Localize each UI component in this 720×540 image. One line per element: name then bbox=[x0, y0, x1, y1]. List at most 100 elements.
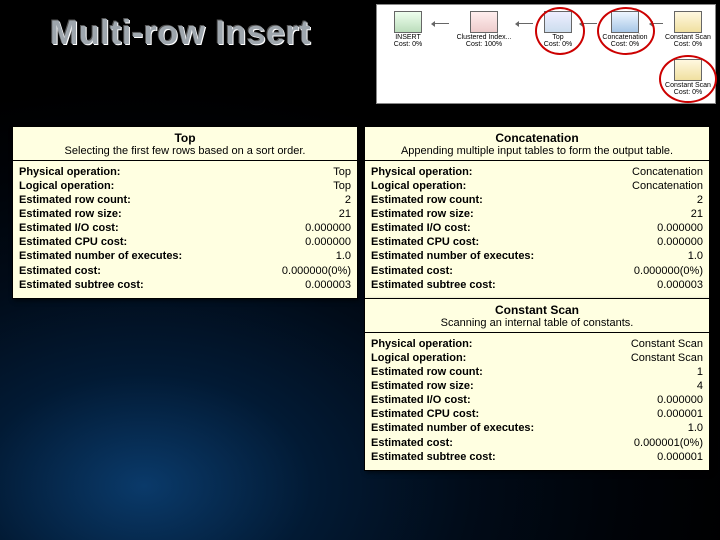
plan-node-label: Constant Scan bbox=[663, 34, 713, 41]
plan-arrow bbox=[519, 23, 533, 24]
slide-stage: Multi-row Insert INSERT Cost: 0% Cluster… bbox=[0, 0, 720, 540]
stat-value: 1.0 bbox=[336, 249, 351, 263]
tooltip-title: Top bbox=[19, 131, 351, 145]
stat-value: 2 bbox=[345, 193, 351, 207]
stat-value: 1 bbox=[697, 365, 703, 379]
constant-scan-icon bbox=[674, 11, 702, 33]
stat-value: 1.0 bbox=[688, 421, 703, 435]
query-plan-strip: INSERT Cost: 0% Clustered Index... Cost:… bbox=[376, 4, 716, 104]
stat-value: Top bbox=[333, 165, 351, 179]
stat-label: Estimated CPU cost: bbox=[371, 235, 479, 249]
tooltip-concatenation: Concatenation Appending multiple input t… bbox=[364, 126, 710, 299]
plan-node-constant-scan-1[interactable]: Constant Scan Cost: 0% bbox=[663, 11, 713, 49]
stat-label: Estimated number of executes: bbox=[19, 249, 182, 263]
tooltip-header: Concatenation Appending multiple input t… bbox=[365, 127, 709, 161]
stat-value: Top bbox=[333, 179, 351, 193]
stat-label: Estimated number of executes: bbox=[371, 421, 534, 435]
stat-label: Estimated row count: bbox=[371, 365, 483, 379]
stat-value: 0.000003 bbox=[657, 278, 703, 292]
tooltip-header: Top Selecting the first few rows based o… bbox=[13, 127, 357, 161]
stat-value: 0.000000 bbox=[657, 393, 703, 407]
stat-value: Concatenation bbox=[632, 165, 703, 179]
stat-value: 0.000000(0%) bbox=[634, 264, 703, 278]
stat-label: Estimated row size: bbox=[19, 207, 122, 221]
stat-label: Estimated CPU cost: bbox=[371, 407, 479, 421]
stat-value: Concatenation bbox=[632, 179, 703, 193]
stat-label: Estimated row count: bbox=[19, 193, 131, 207]
stat-label: Estimated I/O cost: bbox=[19, 221, 119, 235]
tooltip-body: Physical operation: Constant Scan Logical… bbox=[365, 333, 709, 470]
slide-title: Multi-row Insert bbox=[50, 14, 311, 53]
plan-node-top[interactable]: Top Cost: 0% bbox=[535, 11, 581, 49]
stat-value: 0.000000 bbox=[305, 221, 351, 235]
stat-value: 0.000003 bbox=[305, 278, 351, 292]
stat-value: Constant Scan bbox=[631, 351, 703, 365]
tooltip-desc: Appending multiple input tables to form … bbox=[371, 145, 703, 157]
stat-label: Estimated cost: bbox=[371, 436, 453, 450]
stat-label: Estimated I/O cost: bbox=[371, 393, 471, 407]
tooltip-desc: Scanning an internal table of constants. bbox=[371, 317, 703, 329]
stat-value: 0.000000 bbox=[305, 235, 351, 249]
stat-value: 0.000001(0%) bbox=[634, 436, 703, 450]
stat-label: Logical operation: bbox=[371, 351, 466, 365]
tooltip-body: Physical operation: Concatenation Logical… bbox=[365, 161, 709, 298]
tooltip-title: Constant Scan bbox=[371, 303, 703, 317]
stat-label: Estimated row size: bbox=[371, 379, 474, 393]
constant-scan-icon bbox=[674, 59, 702, 81]
stat-value: 0.000000 bbox=[657, 221, 703, 235]
plan-node-cost: Cost: 0% bbox=[383, 41, 433, 48]
plan-node-constant-scan-2[interactable]: Constant Scan Cost: 0% bbox=[663, 59, 713, 97]
tooltip-header: Constant Scan Scanning an internal table… bbox=[365, 299, 709, 333]
plan-node-label: Concatenation bbox=[599, 34, 651, 41]
stat-label: Estimated row size: bbox=[371, 207, 474, 221]
plan-node-label: INSERT bbox=[383, 34, 433, 41]
stat-value: 4 bbox=[697, 379, 703, 393]
stat-label: Estimated subtree cost: bbox=[371, 450, 496, 464]
stat-value: 0.000000 bbox=[657, 235, 703, 249]
stat-label: Physical operation: bbox=[371, 337, 472, 351]
stat-label: Estimated I/O cost: bbox=[371, 221, 471, 235]
tooltip-desc: Selecting the first few rows based on a … bbox=[19, 145, 351, 157]
tooltip-top: Top Selecting the first few rows based o… bbox=[12, 126, 358, 299]
top-icon bbox=[544, 11, 572, 33]
stat-label: Estimated row count: bbox=[371, 193, 483, 207]
stat-label: Estimated subtree cost: bbox=[19, 278, 144, 292]
tooltip-body: Physical operation: Top Logical operation… bbox=[13, 161, 357, 298]
stat-value: 21 bbox=[691, 207, 703, 221]
stat-value: 0.000001 bbox=[657, 450, 703, 464]
stat-value: Constant Scan bbox=[631, 337, 703, 351]
clustered-index-icon bbox=[470, 11, 498, 33]
stat-label: Physical operation: bbox=[19, 165, 120, 179]
stat-label: Estimated cost: bbox=[371, 264, 453, 278]
tooltip-title: Concatenation bbox=[371, 131, 703, 145]
insert-icon bbox=[394, 11, 422, 33]
plan-node-cost: Cost: 0% bbox=[599, 41, 651, 48]
stat-value: 0.000000(0%) bbox=[282, 264, 351, 278]
stat-label: Estimated cost: bbox=[19, 264, 101, 278]
plan-node-label: Top bbox=[535, 34, 581, 41]
stat-label: Physical operation: bbox=[371, 165, 472, 179]
plan-node-clustered-index[interactable]: Clustered Index... Cost: 100% bbox=[451, 11, 517, 49]
stat-value: 1.0 bbox=[688, 249, 703, 263]
stat-value: 0.000001 bbox=[657, 407, 703, 421]
stat-label: Estimated subtree cost: bbox=[371, 278, 496, 292]
concatenation-icon bbox=[611, 11, 639, 33]
plan-node-cost: Cost: 0% bbox=[663, 89, 713, 96]
stat-value: 21 bbox=[339, 207, 351, 221]
plan-node-concatenation[interactable]: Concatenation Cost: 0% bbox=[599, 11, 651, 49]
plan-arrow bbox=[653, 23, 663, 24]
stat-label: Estimated number of executes: bbox=[371, 249, 534, 263]
stat-label: Logical operation: bbox=[19, 179, 114, 193]
plan-node-cost: Cost: 100% bbox=[451, 41, 517, 48]
stat-value: 2 bbox=[697, 193, 703, 207]
plan-node-cost: Cost: 0% bbox=[663, 41, 713, 48]
plan-arrow bbox=[435, 23, 449, 24]
plan-node-label: Constant Scan bbox=[663, 82, 713, 89]
plan-arrow bbox=[583, 23, 597, 24]
plan-node-label: Clustered Index... bbox=[451, 34, 517, 41]
stat-label: Estimated CPU cost: bbox=[19, 235, 127, 249]
plan-node-cost: Cost: 0% bbox=[535, 41, 581, 48]
tooltip-constant-scan: Constant Scan Scanning an internal table… bbox=[364, 298, 710, 471]
stat-label: Logical operation: bbox=[371, 179, 466, 193]
plan-node-insert[interactable]: INSERT Cost: 0% bbox=[383, 11, 433, 49]
